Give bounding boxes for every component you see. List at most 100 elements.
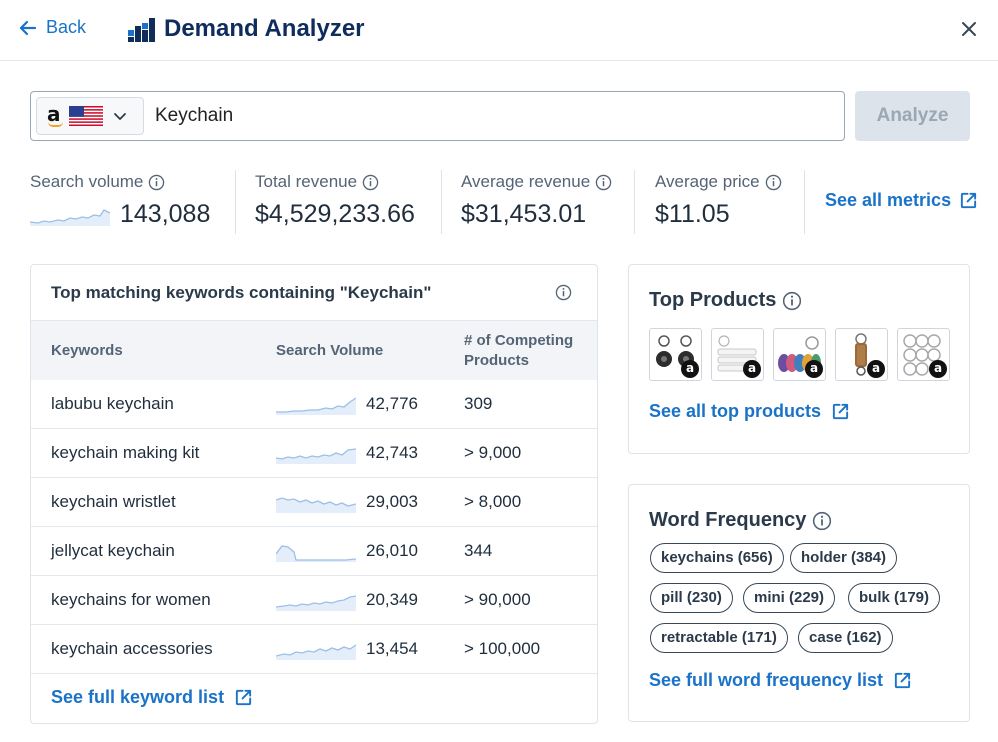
header: Back Demand Analyzer [0, 0, 998, 61]
table-row[interactable]: keychain accessories 13,454 > 100,000 [31, 625, 597, 674]
keyword-cell: keychains for women [51, 590, 211, 609]
keyword-cell: keychain making kit [51, 443, 200, 462]
product-thumbnail[interactable]: a [649, 328, 702, 381]
table-row[interactable]: keychain wristlet 29,003 > 8,000 [31, 478, 597, 527]
us-flag-icon [69, 106, 103, 126]
column-header-competing-line2: Products [464, 352, 530, 369]
metric-label: Search volume [30, 172, 144, 191]
see-all-metrics-label: See all metrics [825, 190, 952, 210]
analyze-button[interactable]: Analyze [855, 91, 970, 141]
amazon-badge-icon: a [929, 360, 947, 378]
bar-chart-logo-icon [128, 18, 155, 42]
volume-cell: 42,743 [366, 443, 418, 462]
word-chip[interactable]: case (162) [798, 623, 893, 653]
competing-cell: > 8,000 [464, 492, 522, 511]
keywords-panel: Top matching keywords containing "Keycha… [30, 264, 598, 724]
table-row[interactable]: keychains for women 20,349 > 90,000 [31, 576, 597, 625]
info-icon[interactable] [555, 284, 572, 301]
see-full-keyword-list-link[interactable]: See full keyword list [51, 687, 253, 708]
info-icon[interactable] [148, 174, 165, 191]
external-link-icon [960, 192, 977, 209]
word-frequency-title: Word Frequency [649, 509, 807, 531]
see-all-metrics-link[interactable]: See all metrics [825, 190, 978, 211]
see-full-word-frequency-label: See full word frequency list [649, 670, 884, 690]
table-row[interactable]: jellycat keychain 26,010 344 [31, 527, 597, 576]
arrow-left-icon [19, 20, 37, 35]
search-bar: a [30, 91, 845, 141]
competing-cell: > 90,000 [464, 590, 531, 609]
close-icon[interactable] [958, 18, 980, 40]
info-icon[interactable] [595, 174, 612, 191]
amazon-badge-icon: a [743, 360, 761, 378]
chevron-down-icon [114, 113, 126, 120]
word-chip[interactable]: holder (384) [790, 543, 898, 573]
column-header-competing: # of Competing [464, 332, 574, 349]
search-input[interactable] [155, 97, 835, 135]
sparkline-chart [276, 397, 356, 415]
bulk-keyrings-image [903, 334, 941, 376]
volume-cell: 13,454 [366, 639, 418, 658]
back-button[interactable]: Back [18, 17, 86, 38]
external-link-icon [235, 689, 252, 706]
keyword-cell: keychain wristlet [51, 492, 176, 511]
table-row[interactable]: labubu keychain 42,776 309 [31, 380, 597, 429]
metric-value: $4,529,233.66 [255, 200, 415, 228]
word-chip[interactable]: bulk (179) [848, 583, 941, 613]
amazon-badge-icon: a [867, 360, 885, 378]
keywords-table-header: Keywords Search Volume # of Competing Pr… [31, 320, 597, 380]
info-icon[interactable] [782, 291, 802, 311]
metric-search-volume: Search volume 143,088 [30, 172, 210, 229]
keyword-cell: labubu keychain [51, 394, 174, 413]
metric-average-revenue: Average revenue $31,453.01 [461, 172, 612, 229]
external-link-icon [832, 403, 849, 420]
word-chip[interactable]: pill (230) [650, 583, 733, 613]
back-label: Back [46, 17, 87, 37]
keyword-cell: keychain accessories [51, 639, 213, 658]
volume-cell: 42,776 [366, 394, 418, 413]
see-all-top-products-link[interactable]: See all top products [649, 401, 850, 422]
product-thumbnail[interactable]: a [711, 328, 764, 381]
product-thumbnail[interactable]: a [835, 328, 888, 381]
metric-value: 143,088 [120, 200, 211, 228]
product-thumbnail[interactable]: a [897, 328, 950, 381]
divider [804, 170, 805, 234]
metric-label: Total revenue [255, 172, 358, 191]
sparkline-chart [276, 497, 356, 513]
marketplace-selector[interactable]: a [36, 97, 144, 135]
metric-label: Average revenue [461, 172, 591, 191]
leather-keychain-image [855, 333, 867, 376]
competing-cell: 309 [464, 394, 493, 413]
volume-cell: 20,349 [366, 590, 418, 609]
see-full-keyword-list-label: See full keyword list [51, 687, 225, 707]
divider [441, 170, 442, 234]
info-icon[interactable] [765, 174, 782, 191]
divider [634, 170, 635, 234]
competing-cell: > 9,000 [464, 443, 522, 462]
metric-label: Average price [655, 172, 760, 191]
info-icon[interactable] [362, 174, 379, 191]
amazon-badge-icon: a [805, 360, 823, 378]
word-chip[interactable]: mini (229) [743, 583, 836, 613]
see-full-word-frequency-link[interactable]: See full word frequency list [649, 670, 912, 691]
top-products-title: Top Products [649, 289, 777, 311]
product-thumbnail[interactable]: a [773, 328, 826, 381]
word-chip[interactable]: keychains (656) [650, 543, 784, 573]
table-row[interactable]: keychain making kit 42,743 > 9,000 [31, 429, 597, 478]
volume-cell: 29,003 [366, 492, 418, 511]
column-header-keywords: Keywords [51, 342, 123, 359]
top-products-panel: Top Products a a [628, 264, 970, 454]
volume-cell: 26,010 [366, 541, 418, 560]
word-chip[interactable]: retractable (171) [650, 623, 788, 653]
metric-average-price: Average price $11.05 [655, 172, 782, 229]
amazon-logo-icon: a [47, 102, 63, 130]
product-thumbnails: a a a [649, 328, 950, 381]
metric-total-revenue: Total revenue $4,529,233.66 [255, 172, 415, 229]
sparkline-chart [276, 545, 356, 562]
column-header-search-volume: Search Volume [276, 342, 384, 359]
competing-cell: 344 [464, 541, 493, 560]
sparkline-chart [276, 644, 356, 660]
amazon-badge-icon: a [681, 360, 699, 378]
metric-value: $31,453.01 [461, 200, 587, 228]
info-icon[interactable] [812, 511, 832, 531]
competing-cell: > 100,000 [464, 639, 541, 658]
